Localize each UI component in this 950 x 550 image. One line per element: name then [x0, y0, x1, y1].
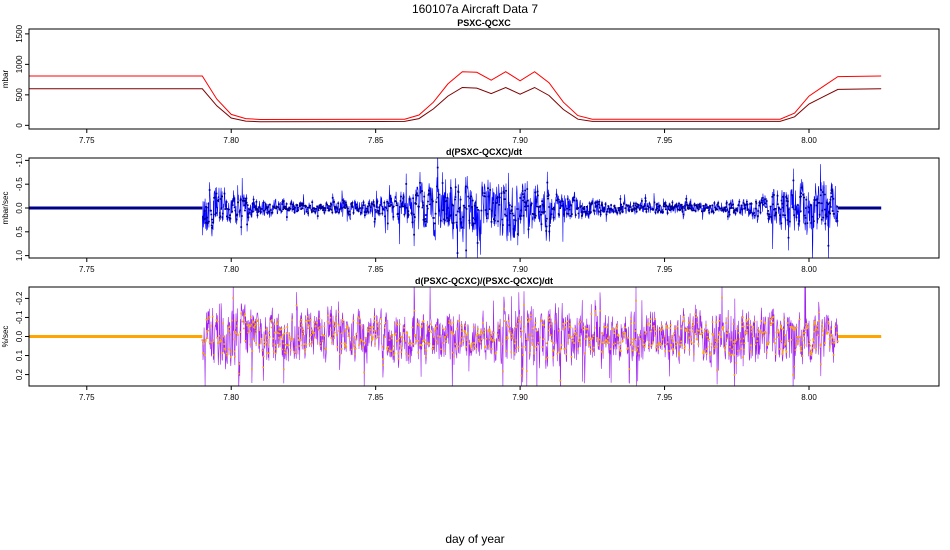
y-axis-label: mbar — [1, 70, 10, 89]
x-tick-label: 7.80 — [223, 136, 239, 145]
panel-title: PSXC-QCXC — [457, 18, 511, 28]
series-line — [29, 86, 882, 123]
x-axis-label: day of year — [445, 532, 504, 546]
x-tick-label: 7.75 — [79, 265, 95, 274]
y-tick-label: 500 — [15, 88, 24, 102]
y-tick-label: 0 — [15, 123, 24, 128]
x-tick-label: 7.80 — [223, 265, 239, 274]
series-line — [29, 71, 882, 121]
y-tick-label: 1.0 — [15, 250, 24, 262]
panel-1: PSXC-QCXC 7.75 7.80 7.85 7.90 7.95 8.00 0 500 100… — [1, 18, 940, 145]
x-tick-label: 7.85 — [368, 393, 384, 402]
y-tick-label: -0.2 — [15, 291, 24, 305]
x-tick-label: 7.75 — [79, 136, 95, 145]
y-axis-label: mbar/sec — [1, 192, 10, 225]
x-tick-label: 8.00 — [801, 136, 817, 145]
y-tick-label: 0.1 — [15, 349, 24, 361]
y-tick-label: -1.0 — [15, 153, 24, 167]
y-tick-label: -0.1 — [15, 310, 24, 324]
plot-area — [29, 158, 882, 258]
x-tick-label: 7.95 — [657, 393, 673, 402]
y-tick-label: 0.5 — [15, 226, 24, 238]
x-tick-label: 7.95 — [657, 136, 673, 145]
y-tick-label: -0.5 — [15, 177, 24, 191]
x-tick-label: 7.75 — [79, 393, 95, 402]
plot-area — [29, 71, 882, 123]
x-tick-label: 8.00 — [801, 393, 817, 402]
y-tick-label: 0.0 — [15, 330, 24, 342]
x-tick-label: 7.95 — [657, 265, 673, 274]
y-axis-label: %/sec — [1, 326, 10, 348]
x-tick-label: 7.80 — [223, 393, 239, 402]
panel-2: d(PSXC-QCXC)/dt 7.75 7.80 7.85 7.90 7.95 8.00 -… — [1, 147, 940, 274]
panel-3: d(PSXC-QCXC)/(PSXC-QCXC)/dt 7.75 7.80 7.85 7… — [1, 276, 940, 402]
x-tick-label: 7.85 — [368, 265, 384, 274]
series-points — [201, 296, 839, 382]
x-tick-label: 8.00 — [801, 265, 817, 274]
y-tick-label: 1000 — [15, 55, 24, 73]
series-points — [202, 166, 839, 254]
y-tick-label: 0.0 — [15, 202, 24, 214]
x-tick-label: 7.90 — [512, 393, 528, 402]
y-tick-label: 1500 — [15, 24, 24, 42]
panel-title: d(PSXC-QCXC)/dt — [446, 147, 522, 157]
plot-frame — [28, 28, 940, 130]
x-tick-label: 7.85 — [368, 136, 384, 145]
chart-panels: PSXC-QCXC 7.75 7.80 7.85 7.90 7.95 8.00 0 500 100… — [1, 18, 940, 402]
plot-area — [29, 287, 882, 386]
y-tick-label: 0.2 — [15, 368, 24, 380]
panel-title: d(PSXC-QCXC)/(PSXC-QCXC)/dt — [415, 276, 553, 286]
x-tick-label: 7.90 — [512, 265, 528, 274]
x-tick-label: 7.90 — [512, 136, 528, 145]
page-title: 160107a Aircraft Data 7 — [412, 2, 538, 16]
series-line — [202, 287, 839, 386]
